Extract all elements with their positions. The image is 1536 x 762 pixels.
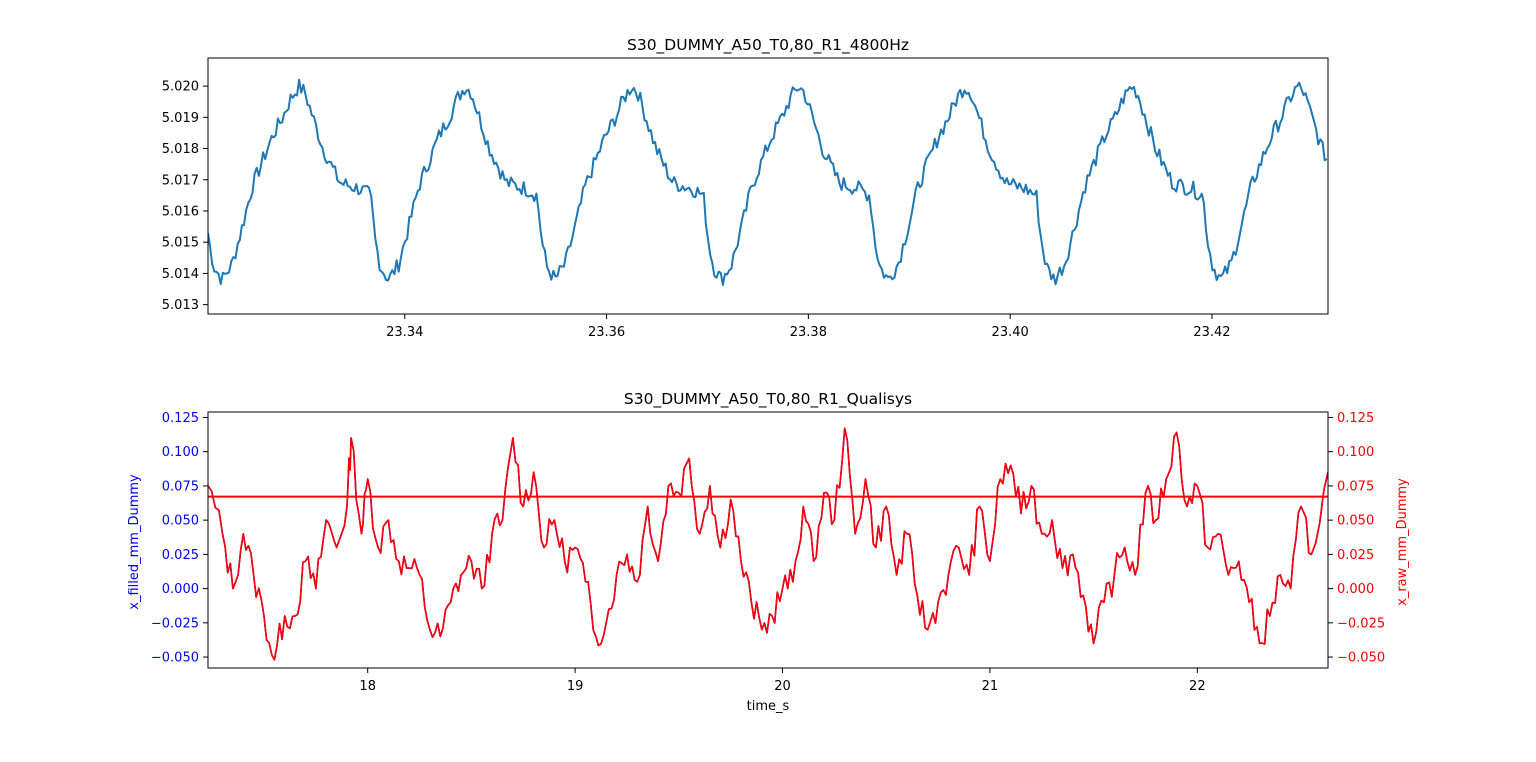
bottom-chart: S30_DUMMY_A50_T0,80_R1_Qualisys −0.050−0…: [127, 390, 1410, 714]
top-y-tick-label: 5.017: [162, 173, 199, 188]
top-y-tick-label: 5.015: [162, 236, 199, 251]
right-y-tick-label: 0.000: [1337, 582, 1374, 597]
x-axis-label: time_s: [747, 699, 790, 714]
bottom-left-y-ticks: −0.050 −0.025 0.000 0.025 0.050 0.075 0.100 0.1…: [151, 411, 208, 666]
top-x-tick-label: 23.38: [790, 325, 827, 340]
bottom-x-ticks: 18 19 20 21 22: [359, 668, 1206, 694]
bottom-right-y-ticks: −0.050 −0.025 0.000 0.025 0.050 0.075 0.100 0.1…: [1328, 411, 1385, 666]
top-y-ticks: 5.013 5.014 5.015 5.016 5.017 5.018 5.019 5.020: [162, 80, 208, 313]
top-y-tick-label: 5.019: [162, 111, 199, 126]
left-y-axis-label: x_filled_mm_Dummy: [127, 474, 142, 610]
top-y-tick-label: 5.016: [162, 204, 199, 219]
top-x-tick-label: 23.36: [588, 325, 625, 340]
right-y-tick-label: 0.100: [1337, 445, 1374, 460]
left-y-tick-label: 0.125: [162, 411, 199, 426]
left-y-tick-label: 0.075: [162, 479, 199, 494]
top-series-line: [208, 78, 1328, 286]
right-y-tick-label: 0.075: [1337, 479, 1374, 494]
right-y-tick-label: 0.025: [1337, 548, 1374, 563]
top-y-tick-label: 5.014: [162, 267, 199, 282]
top-y-tick-label: 5.018: [162, 142, 199, 157]
bottom-x-tick-label: 18: [359, 679, 376, 694]
left-y-tick-label: −0.050: [151, 651, 199, 666]
right-y-tick-label: 0.050: [1337, 514, 1374, 529]
top-x-ticks: 23.34 23.36 23.38 23.40 23.42: [386, 314, 1231, 340]
raw-series-line: [208, 427, 1328, 661]
top-y-tick-label: 5.020: [162, 80, 199, 95]
top-x-tick-label: 23.42: [1193, 325, 1230, 340]
top-plot-frame: [207, 57, 1329, 315]
bottom-x-tick-label: 19: [567, 679, 584, 694]
bottom-x-tick-label: 22: [1189, 679, 1206, 694]
left-y-tick-label: −0.025: [151, 616, 199, 631]
left-y-tick-label: 0.025: [162, 548, 199, 563]
right-y-tick-label: −0.050: [1337, 651, 1385, 666]
right-y-tick-label: 0.125: [1337, 411, 1374, 426]
bottom-x-tick-label: 21: [982, 679, 999, 694]
bottom-chart-title: S30_DUMMY_A50_T0,80_R1_Qualisys: [624, 390, 912, 409]
top-x-tick-label: 23.40: [992, 325, 1029, 340]
left-y-tick-label: 0.000: [162, 582, 199, 597]
bottom-plot-frame: [207, 411, 1329, 669]
left-y-tick-label: 0.100: [162, 445, 199, 460]
top-chart: S30_DUMMY_A50_T0,80_R1_4800Hz 5.013 5.014…: [162, 36, 1329, 340]
top-y-tick-label: 5.013: [162, 298, 199, 313]
right-y-axis-label: x_raw_mm_Dummy: [1395, 478, 1410, 606]
top-chart-title: S30_DUMMY_A50_T0,80_R1_4800Hz: [627, 36, 909, 55]
top-x-tick-label: 23.34: [386, 325, 423, 340]
left-y-tick-label: 0.050: [162, 514, 199, 529]
right-y-tick-label: −0.025: [1337, 616, 1385, 631]
bottom-x-tick-label: 20: [774, 679, 791, 694]
